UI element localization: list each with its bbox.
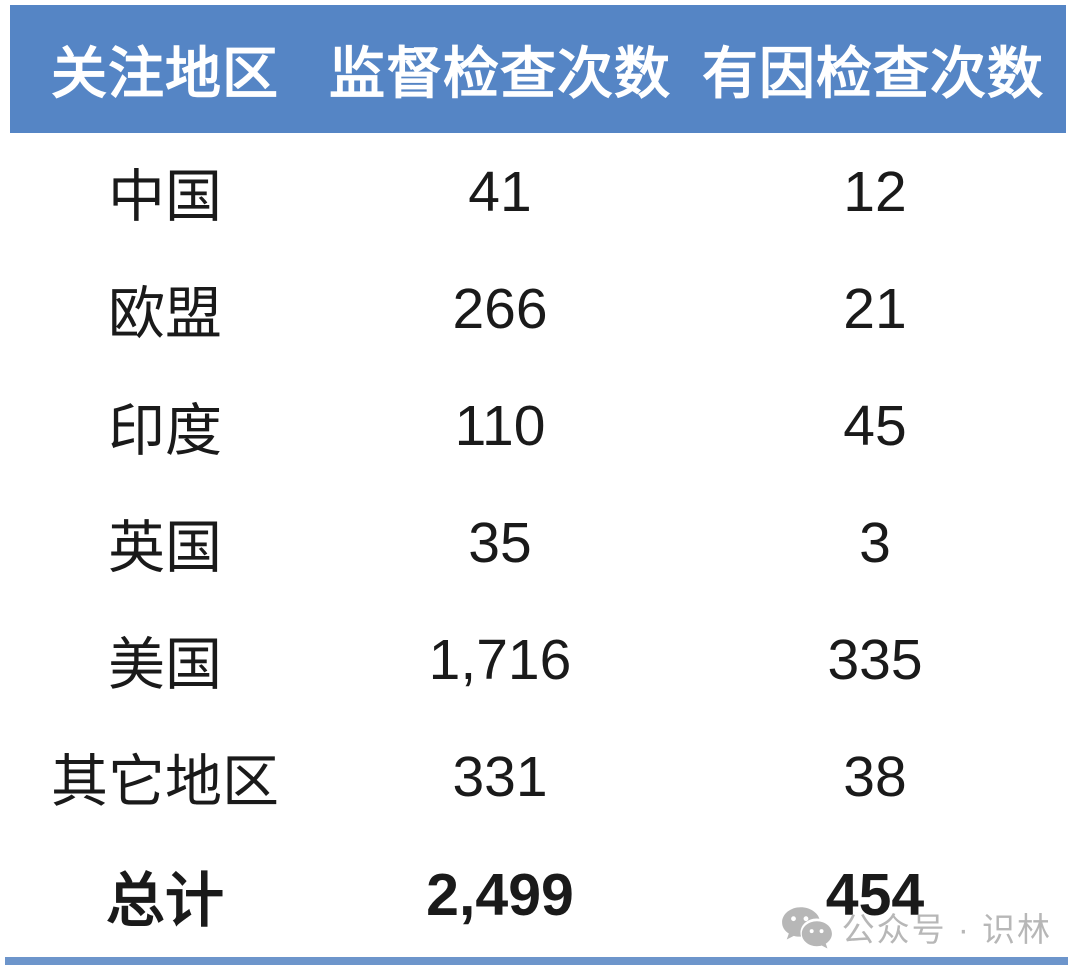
table-row: 欧盟 266 21 (0, 250, 1080, 367)
for-cause-count-cell: 12 (843, 159, 907, 224)
table-row: 其它地区 331 38 (0, 718, 1080, 835)
region-cell: 欧盟 (108, 281, 222, 346)
surveillance-count-cell: 110 (454, 393, 546, 458)
surveillance-count-cell: 1,716 (428, 627, 572, 692)
watermark-text: 公众号 · 识林 (841, 911, 1052, 948)
region-cell: 美国 (108, 632, 222, 697)
surveillance-count-cell: 331 (452, 744, 548, 809)
table-header-row: 关注地区 监督检查次数 有因检查次数 (10, 5, 1066, 133)
for-cause-count-cell: 45 (843, 393, 907, 458)
header-region: 关注地区 (51, 41, 279, 105)
table-body: 中国 41 12 欧盟 266 21 印度 110 45 英国 35 3 美国 … (0, 133, 1080, 955)
for-cause-count-cell: 38 (843, 744, 907, 809)
wechat-icon (780, 905, 834, 949)
table-row: 英国 35 3 (0, 484, 1080, 601)
table-row: 中国 41 12 (0, 133, 1080, 250)
total-label-cell: 总计 (105, 867, 224, 934)
for-cause-count-cell: 21 (843, 276, 907, 341)
table-row: 美国 1,716 335 (0, 601, 1080, 718)
surveillance-count-cell: 266 (452, 276, 548, 341)
region-cell: 中国 (108, 164, 222, 229)
surveillance-count-cell: 41 (468, 159, 532, 224)
table-total-row: 总计 2,499 454 (0, 835, 1080, 955)
watermark: 公众号 · 识林 (780, 903, 1052, 951)
region-cell: 其它地区 (51, 749, 279, 814)
header-for-cause-inspections: 有因检查次数 (702, 41, 1044, 105)
for-cause-count-cell: 335 (827, 627, 923, 692)
region-cell: 英国 (108, 515, 222, 580)
surveillance-count-cell: 35 (468, 510, 532, 575)
total-for-cause-cell: 454 (825, 862, 925, 928)
bottom-divider (5, 957, 1068, 965)
region-cell: 印度 (108, 398, 222, 463)
header-surveillance-inspections: 监督检查次数 (329, 41, 671, 105)
for-cause-count-cell: 3 (859, 510, 891, 575)
table-row: 印度 110 45 (0, 367, 1080, 484)
total-surveillance-cell: 2,499 (426, 862, 574, 928)
